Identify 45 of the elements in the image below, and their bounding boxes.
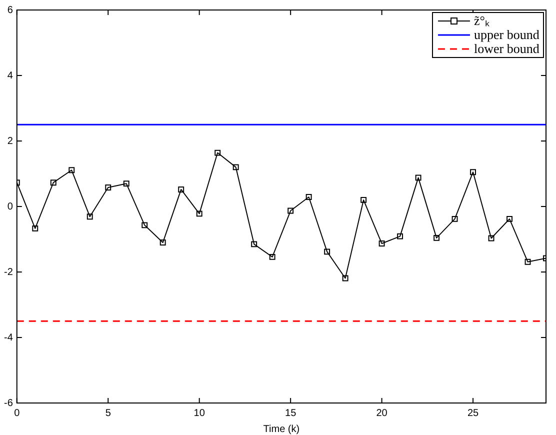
x-tick-label: 5 bbox=[105, 408, 112, 419]
x-tick-label: 10 bbox=[194, 408, 206, 419]
point bbox=[251, 241, 258, 248]
y-tick-label: -6 bbox=[4, 398, 14, 409]
point bbox=[306, 194, 312, 200]
point bbox=[488, 235, 494, 242]
point bbox=[160, 240, 166, 246]
point bbox=[105, 184, 112, 190]
point bbox=[178, 186, 184, 192]
point bbox=[68, 167, 75, 174]
x-tick-label: 0 bbox=[14, 408, 20, 419]
point bbox=[288, 208, 294, 214]
point bbox=[196, 210, 202, 217]
y-tick-label: 4 bbox=[7, 70, 14, 82]
y-tick-label: -2 bbox=[4, 266, 14, 278]
point bbox=[434, 234, 440, 241]
point bbox=[470, 169, 476, 176]
x-tick-label: 15 bbox=[285, 408, 297, 419]
point bbox=[506, 216, 512, 222]
x-axis-title: Time (k) bbox=[263, 424, 300, 435]
y-tick-label: -4 bbox=[4, 332, 14, 344]
y-tick-label: 2 bbox=[7, 136, 14, 147]
point bbox=[415, 174, 422, 181]
point bbox=[524, 258, 531, 265]
point bbox=[32, 225, 38, 232]
point bbox=[50, 180, 56, 186]
point bbox=[269, 254, 276, 260]
x-tick-label: 25 bbox=[467, 408, 480, 419]
y-tick-label: 6 bbox=[7, 4, 14, 16]
point bbox=[342, 275, 348, 282]
x-tick-label: 20 bbox=[376, 408, 388, 419]
legend-label: upper bound bbox=[474, 27, 540, 42]
point bbox=[86, 214, 93, 220]
point bbox=[324, 248, 330, 255]
point bbox=[232, 164, 239, 170]
point bbox=[360, 196, 367, 203]
point bbox=[142, 222, 148, 228]
point bbox=[452, 216, 458, 222]
point bbox=[123, 180, 130, 187]
point bbox=[397, 233, 404, 240]
point bbox=[214, 150, 221, 156]
legend-label: lower bound bbox=[474, 41, 540, 56]
y-tick-label: 0 bbox=[7, 201, 14, 212]
point bbox=[378, 240, 385, 246]
legend-label: z̃°ₖ bbox=[474, 13, 490, 28]
